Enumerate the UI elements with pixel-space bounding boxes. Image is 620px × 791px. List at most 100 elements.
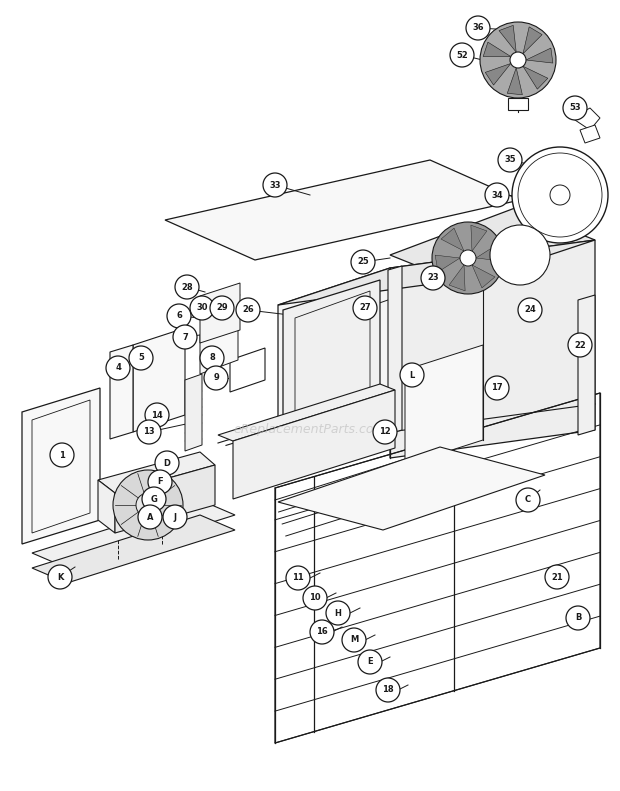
Text: 8: 8 — [209, 354, 215, 362]
Polygon shape — [110, 345, 133, 439]
Text: 10: 10 — [309, 593, 321, 603]
Text: J: J — [174, 513, 177, 521]
Circle shape — [421, 266, 445, 290]
Text: 4: 4 — [115, 364, 121, 373]
Circle shape — [550, 185, 570, 205]
Text: E: E — [367, 657, 373, 667]
Polygon shape — [483, 42, 511, 56]
Polygon shape — [200, 321, 238, 374]
Circle shape — [358, 650, 382, 674]
Polygon shape — [200, 283, 240, 343]
Polygon shape — [185, 374, 202, 451]
Circle shape — [373, 420, 397, 444]
Circle shape — [167, 304, 191, 328]
Text: K: K — [57, 573, 63, 581]
Text: M: M — [350, 635, 358, 645]
Circle shape — [510, 52, 526, 68]
Text: 35: 35 — [504, 156, 516, 165]
Text: 29: 29 — [216, 304, 228, 312]
Text: 27: 27 — [359, 304, 371, 312]
Polygon shape — [471, 225, 487, 251]
Text: 9: 9 — [213, 373, 219, 383]
Circle shape — [136, 493, 160, 517]
Polygon shape — [133, 328, 185, 432]
Text: 18: 18 — [382, 686, 394, 694]
Circle shape — [512, 147, 608, 243]
Polygon shape — [523, 27, 542, 54]
Polygon shape — [405, 345, 483, 465]
Circle shape — [326, 601, 350, 625]
Circle shape — [210, 296, 234, 320]
Circle shape — [566, 606, 590, 630]
Polygon shape — [278, 240, 595, 305]
Polygon shape — [508, 98, 528, 110]
Text: D: D — [164, 459, 170, 467]
Text: 23: 23 — [427, 274, 439, 282]
Text: 17: 17 — [491, 384, 503, 392]
Circle shape — [303, 586, 327, 610]
Text: 5: 5 — [138, 354, 144, 362]
Circle shape — [145, 403, 169, 427]
Text: 53: 53 — [569, 104, 581, 112]
Circle shape — [353, 296, 377, 320]
Text: 36: 36 — [472, 24, 484, 32]
Circle shape — [286, 566, 310, 590]
Circle shape — [173, 325, 197, 349]
Text: L: L — [409, 370, 415, 380]
Text: 14: 14 — [151, 411, 163, 419]
Text: A: A — [147, 513, 153, 521]
Text: eReplacementParts.com: eReplacementParts.com — [234, 423, 386, 437]
Polygon shape — [523, 66, 548, 89]
Text: 12: 12 — [379, 427, 391, 437]
Polygon shape — [218, 384, 395, 441]
Polygon shape — [390, 240, 595, 458]
Circle shape — [175, 275, 199, 299]
Circle shape — [450, 43, 474, 67]
Polygon shape — [526, 48, 553, 63]
Polygon shape — [165, 160, 520, 260]
Text: 34: 34 — [491, 191, 503, 199]
Circle shape — [236, 298, 260, 322]
Polygon shape — [507, 68, 523, 95]
Circle shape — [518, 153, 602, 237]
Circle shape — [485, 183, 509, 207]
Polygon shape — [435, 255, 460, 272]
Circle shape — [142, 487, 166, 511]
Polygon shape — [115, 465, 215, 533]
Circle shape — [518, 298, 542, 322]
Text: C: C — [525, 495, 531, 505]
Circle shape — [545, 565, 569, 589]
Circle shape — [376, 678, 400, 702]
Circle shape — [137, 420, 161, 444]
Text: B: B — [575, 614, 581, 623]
Circle shape — [310, 620, 334, 644]
Polygon shape — [578, 295, 595, 435]
Circle shape — [148, 470, 172, 494]
Circle shape — [485, 376, 509, 400]
Circle shape — [138, 505, 162, 529]
Circle shape — [466, 16, 490, 40]
Polygon shape — [233, 390, 395, 499]
Circle shape — [204, 366, 228, 390]
Text: 25: 25 — [357, 258, 369, 267]
Circle shape — [490, 225, 550, 285]
Circle shape — [498, 148, 522, 172]
Polygon shape — [499, 25, 516, 52]
Polygon shape — [449, 265, 465, 291]
Polygon shape — [278, 268, 390, 467]
Circle shape — [129, 346, 153, 370]
Text: 22: 22 — [574, 340, 586, 350]
Circle shape — [113, 470, 183, 540]
Text: F: F — [157, 478, 163, 486]
Polygon shape — [572, 108, 600, 130]
Polygon shape — [230, 348, 265, 392]
Polygon shape — [485, 63, 511, 85]
Circle shape — [568, 333, 592, 357]
Polygon shape — [98, 480, 115, 533]
Text: 7: 7 — [182, 332, 188, 342]
Text: 52: 52 — [456, 51, 468, 59]
Circle shape — [400, 363, 424, 387]
Text: 11: 11 — [292, 573, 304, 582]
Polygon shape — [283, 280, 380, 450]
Polygon shape — [441, 228, 464, 251]
